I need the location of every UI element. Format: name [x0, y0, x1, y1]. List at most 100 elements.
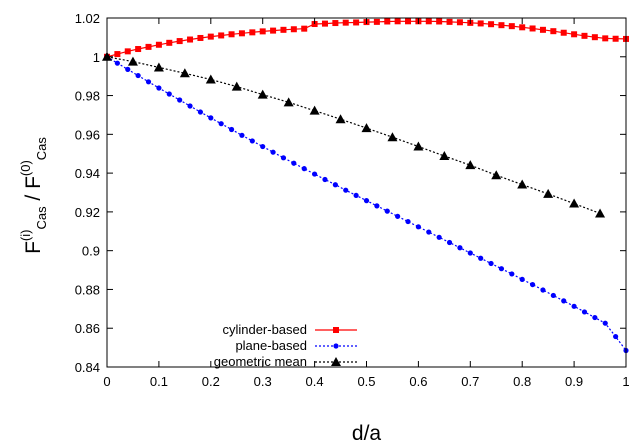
x-tick-label: 0.9 [565, 374, 583, 389]
y-tick-label: 1 [93, 50, 100, 65]
data-point [374, 203, 380, 209]
data-point [283, 97, 294, 107]
data-point [187, 36, 194, 43]
legend-swatch-marker [333, 343, 339, 349]
data-point [156, 85, 162, 91]
data-point [415, 224, 421, 230]
data-point [550, 28, 557, 35]
data-point [363, 198, 370, 204]
data-point [519, 24, 526, 31]
data-point [387, 132, 398, 142]
data-point [405, 18, 412, 25]
data-point [309, 105, 320, 115]
data-point [238, 30, 245, 37]
data-point [353, 19, 360, 26]
y-tick-label: 0.98 [75, 89, 100, 104]
data-point [373, 18, 380, 25]
data-point [135, 46, 142, 53]
y-tick-label: 0.94 [75, 166, 100, 181]
data-point [249, 138, 255, 144]
data-point [176, 38, 183, 45]
data-point [581, 32, 588, 39]
data-point [135, 72, 141, 79]
data-point [125, 66, 131, 72]
y-tick-label: 0.84 [75, 360, 100, 375]
x-tick-label: 0.8 [513, 374, 531, 389]
data-point [301, 166, 307, 172]
y-axis-title-sub1: Cas [34, 206, 49, 230]
data-point [332, 20, 339, 27]
data-point [592, 314, 598, 321]
data-point [342, 19, 349, 26]
x-tick-label: 0.2 [202, 374, 220, 389]
data-point [290, 26, 297, 33]
data-point [529, 25, 536, 32]
data-point [446, 18, 453, 25]
data-point [509, 271, 515, 277]
x-tick-label: 0.4 [306, 374, 324, 389]
data-point [467, 250, 473, 256]
x-tick-label: 0.6 [409, 374, 427, 389]
data-point [519, 276, 525, 282]
data-point [425, 18, 432, 25]
y-axis-title-sup2: (0) [18, 160, 33, 176]
data-point [613, 333, 619, 340]
y-tick-label: 0.86 [75, 321, 100, 336]
legend-label: cylinder-based [222, 322, 307, 337]
data-point [571, 303, 577, 309]
data-point [205, 74, 216, 84]
data-point [465, 160, 476, 170]
data-point [239, 132, 245, 138]
x-tick-label: 1 [622, 374, 629, 389]
data-point [488, 21, 495, 28]
data-point [228, 126, 235, 133]
data-point [114, 51, 121, 58]
y-tick-label: 0.9 [82, 244, 100, 259]
data-point [321, 20, 328, 27]
data-point [498, 266, 505, 272]
y-axis-title-sep: / [22, 189, 45, 207]
data-point [177, 97, 183, 103]
y-tick-label: 0.88 [75, 282, 100, 297]
data-point [446, 239, 453, 246]
data-point [353, 192, 359, 199]
y-tick-label: 0.92 [75, 205, 100, 220]
data-point [529, 281, 536, 288]
data-point [343, 187, 349, 193]
data-point [478, 255, 484, 261]
legend-label: geometric mean [214, 354, 307, 369]
data-point [208, 115, 214, 121]
data-point [384, 18, 391, 25]
data-point [436, 18, 443, 25]
data-point [591, 34, 598, 41]
data-point [145, 43, 152, 50]
y-axis-title-sup1: (i) [18, 230, 33, 242]
data-point [602, 320, 608, 326]
data-point [560, 29, 567, 36]
data-point [569, 198, 580, 208]
data-point [257, 89, 268, 99]
data-point [218, 121, 224, 127]
data-point [426, 229, 432, 235]
data-point [270, 27, 277, 34]
data-point [457, 245, 463, 251]
data-point [166, 91, 172, 97]
data-point [280, 26, 287, 33]
data-point [395, 213, 401, 219]
data-point [312, 171, 318, 177]
x-axis-title: d/a [352, 422, 382, 445]
data-point [436, 234, 442, 240]
data-point [291, 160, 297, 166]
data-point [153, 62, 164, 72]
legend-swatch-marker [331, 357, 341, 366]
data-point [477, 20, 484, 27]
data-point [508, 23, 515, 30]
x-tick-label: 0.5 [357, 374, 375, 389]
data-point [228, 31, 235, 38]
data-point [361, 123, 372, 133]
data-point [124, 48, 131, 55]
y-axis-title-base2: F [22, 176, 45, 189]
